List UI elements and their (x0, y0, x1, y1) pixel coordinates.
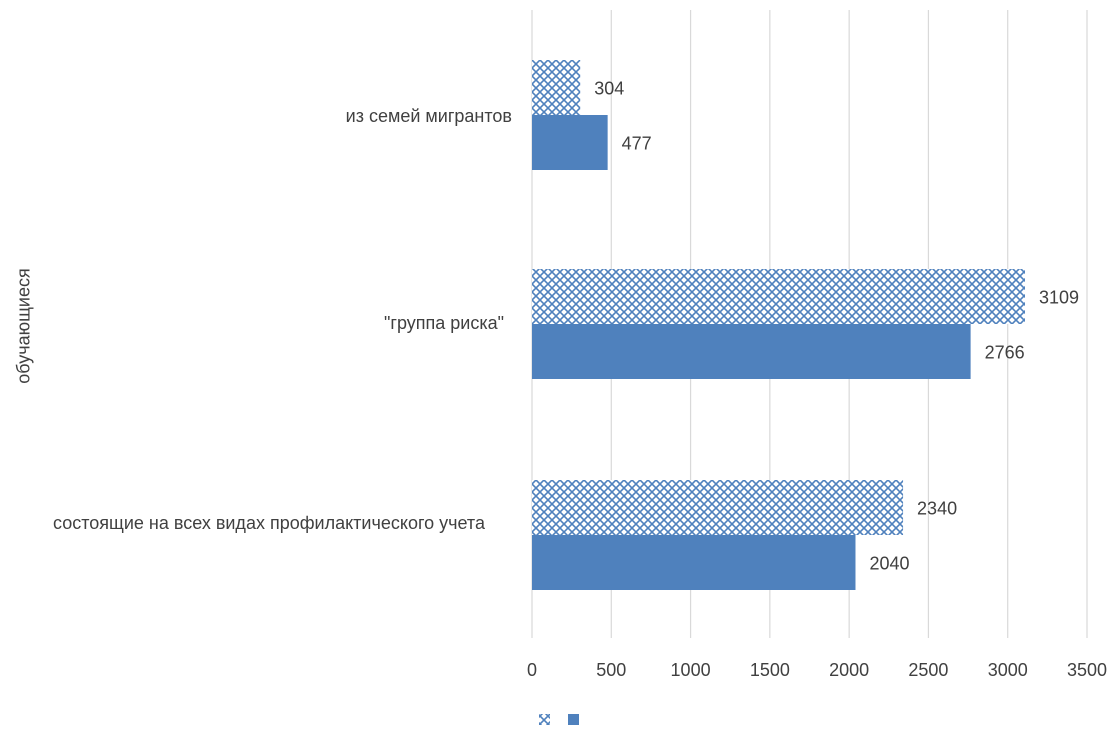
bar-s1-c2 (532, 535, 856, 590)
x-tick-3000: 3000 (988, 660, 1028, 680)
bar-s0-c1 (532, 269, 1025, 324)
category-label-prevention-register: состоящие на всех видах профилактическог… (53, 513, 485, 533)
bar-s1-c0 (532, 115, 608, 170)
x-tick-1500: 1500 (750, 660, 790, 680)
category-label-risk-group: "группа риска" (383, 313, 504, 333)
bar-s0-c2 (532, 480, 904, 535)
bar-s0-c0 (532, 60, 581, 115)
x-tick-2000: 2000 (829, 660, 869, 680)
legend (539, 714, 579, 725)
x-tick-500: 500 (596, 660, 626, 680)
x-tick-labels: 0 500 1000 1500 2000 2500 3000 3500 (527, 660, 1107, 680)
legend-swatch-0 (539, 714, 550, 725)
data-labels: 304 477 3109 2766 2340 2040 (594, 79, 1079, 574)
data-label-s0-c1: 3109 (1039, 288, 1079, 308)
data-label-s0-c0: 304 (594, 79, 624, 99)
x-tick-3500: 3500 (1067, 660, 1107, 680)
data-label-s1-c0: 477 (622, 134, 652, 154)
category-label-migrants: из семей мигрантов (345, 106, 512, 126)
bars (532, 60, 1025, 590)
bar-s1-c1 (532, 324, 971, 379)
x-tick-0: 0 (527, 660, 537, 680)
x-tick-1000: 1000 (671, 660, 711, 680)
data-label-s1-c1: 2766 (985, 343, 1025, 363)
x-tick-2500: 2500 (908, 660, 948, 680)
data-label-s0-c2: 2340 (917, 499, 957, 519)
data-label-s1-c2: 2040 (869, 554, 909, 574)
legend-swatch-1 (568, 714, 579, 725)
